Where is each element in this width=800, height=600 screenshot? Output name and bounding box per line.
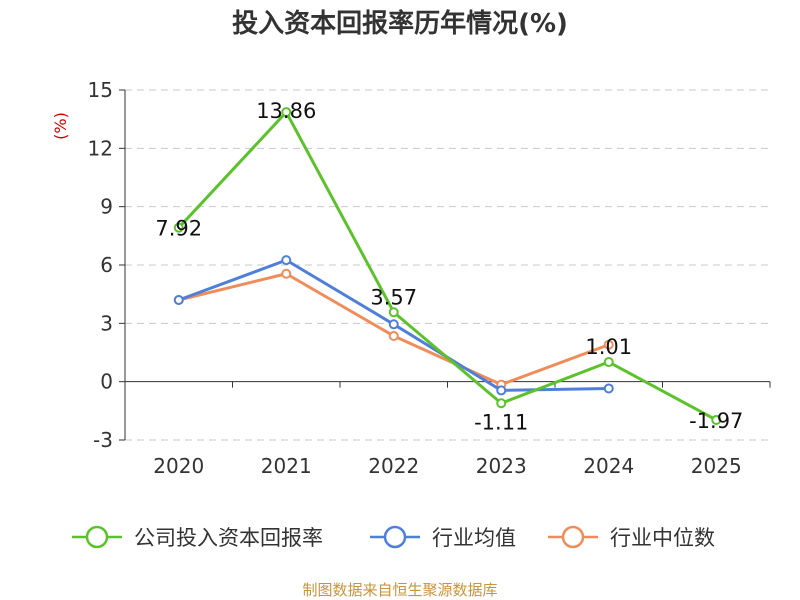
legend-swatch-marker (383, 525, 407, 549)
legend-swatch-marker (561, 525, 585, 549)
series-0-point[interactable] (388, 307, 399, 318)
axes: 15 12 9 6 3 0 -3 2020 2021 2022 2023 2024 2025 (88, 78, 771, 478)
x-tick-label: 2022 (368, 454, 419, 478)
series-1-point[interactable] (388, 319, 399, 330)
data-label: 3.57 (370, 285, 417, 309)
series-1-point[interactable] (173, 295, 184, 305)
x-tick-label: 2024 (583, 454, 634, 478)
legend-label: 公司投入资本回报率 (134, 526, 323, 550)
y-tick-label: 0 (100, 370, 113, 394)
y-tick-label: -3 (93, 428, 113, 452)
legend-item-1[interactable]: 行业均值 (370, 525, 516, 550)
series-0-point[interactable] (496, 398, 507, 409)
x-tick-label: 2023 (476, 454, 527, 478)
legend-label: 行业均值 (432, 526, 516, 550)
series-0-point[interactable] (173, 222, 184, 233)
series-line-0 (177, 110, 717, 422)
data-label: -1.97 (689, 409, 743, 433)
data-label: 7.92 (155, 217, 202, 241)
y-tick-label: 6 (100, 253, 113, 277)
data-labels: 7.92 13.86 3.57 -1.11 1.01 -1.97 (155, 99, 743, 434)
series-0-point[interactable] (281, 107, 292, 118)
y-tick-label: 9 (100, 195, 113, 219)
series-2-point[interactable] (281, 268, 292, 279)
data-label: 13.86 (256, 99, 316, 123)
legend-item-0[interactable]: 公司投入资本回报率 (72, 525, 323, 550)
chart-title: 投入资本回报率历年情况(%) (232, 8, 568, 39)
source-note: 制图数据来自恒生聚源数据库 (302, 581, 497, 599)
x-tick-label: 2025 (691, 454, 742, 478)
legend-label: 行业中位数 (610, 526, 715, 550)
series-1-point[interactable] (281, 255, 292, 266)
legend-item-2[interactable]: 行业中位数 (548, 525, 715, 550)
data-label: 1.01 (585, 335, 632, 359)
series-2-point[interactable] (388, 330, 399, 341)
y-axis-unit-label: (%) (51, 112, 70, 140)
y-tick-label: 12 (88, 136, 113, 160)
series-1-point[interactable] (603, 383, 614, 394)
series-1-point[interactable] (496, 385, 507, 396)
legend[interactable]: 公司投入资本回报率 行业均值 行业中位数 (72, 525, 715, 550)
legend-swatch-marker (85, 525, 109, 549)
series-0-point[interactable] (603, 357, 614, 368)
x-tick-label: 2020 (153, 454, 204, 478)
series-2-point[interactable] (603, 339, 614, 350)
x-tick-label: 2021 (261, 454, 312, 478)
y-tick-label: 15 (88, 78, 113, 102)
data-label: -1.11 (474, 410, 528, 434)
series-0-point[interactable] (711, 414, 722, 425)
y-tick-label: 3 (100, 311, 113, 335)
series-lines (173, 107, 722, 425)
